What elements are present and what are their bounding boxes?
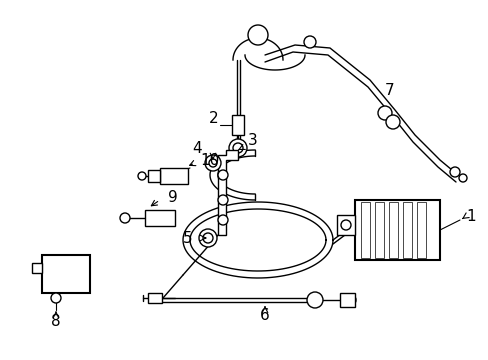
Circle shape [51, 293, 61, 303]
Circle shape [304, 36, 315, 48]
Bar [32, 263, 42, 273]
Bar [354, 200, 439, 260]
Bar [374, 202, 383, 258]
Circle shape [203, 233, 213, 243]
Text: 8: 8 [51, 314, 61, 328]
Bar [402, 202, 411, 258]
Circle shape [340, 220, 350, 230]
Bar [148, 293, 162, 303]
Circle shape [218, 215, 227, 225]
Circle shape [232, 143, 243, 153]
Bar [145, 210, 175, 226]
Circle shape [377, 106, 391, 120]
Circle shape [449, 167, 459, 177]
Circle shape [228, 139, 246, 157]
Text: 10: 10 [200, 153, 219, 167]
Circle shape [247, 25, 267, 45]
Bar [42, 255, 90, 293]
Circle shape [306, 292, 323, 308]
Text: 4: 4 [192, 140, 202, 156]
Circle shape [385, 115, 399, 129]
Circle shape [343, 294, 355, 306]
Circle shape [138, 172, 146, 180]
Circle shape [204, 155, 221, 171]
Bar [148, 170, 160, 182]
Text: 1: 1 [465, 208, 475, 224]
Text: 3: 3 [247, 132, 257, 148]
Circle shape [218, 170, 227, 180]
Bar [339, 293, 354, 307]
Text: 7: 7 [384, 82, 394, 98]
Circle shape [218, 195, 227, 205]
Text: 2: 2 [208, 111, 218, 126]
Text: 6: 6 [260, 309, 269, 324]
Text: 9: 9 [168, 189, 177, 204]
Bar [388, 202, 397, 258]
Polygon shape [218, 150, 238, 235]
Circle shape [458, 174, 466, 182]
Circle shape [208, 159, 217, 167]
Bar [160, 168, 187, 184]
Bar [360, 202, 369, 258]
Circle shape [199, 229, 217, 247]
Bar [231, 115, 244, 135]
Bar [416, 202, 425, 258]
Circle shape [120, 213, 130, 223]
Bar [336, 215, 354, 235]
Text: 5: 5 [182, 230, 192, 246]
